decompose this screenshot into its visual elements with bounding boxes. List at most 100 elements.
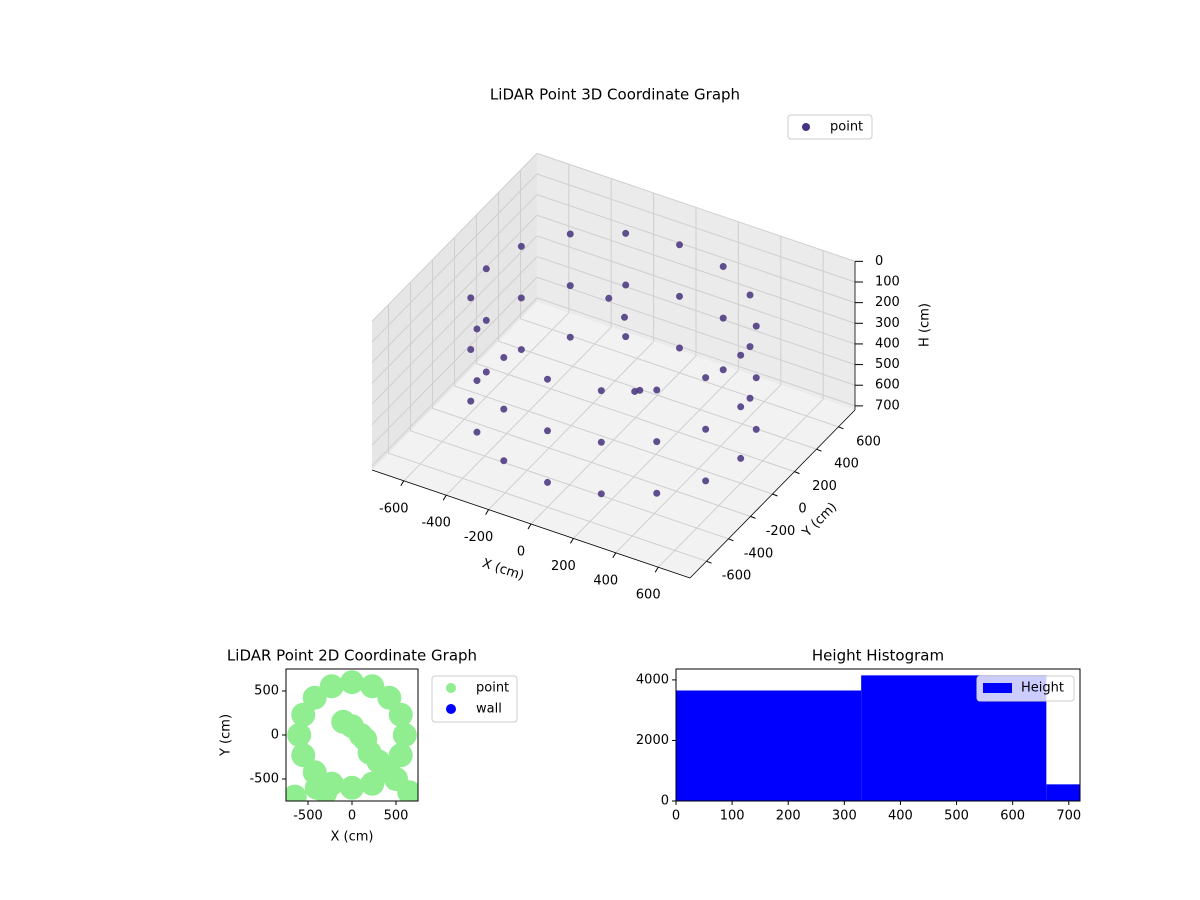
y-tick	[816, 448, 822, 452]
x-tick-label: 200	[551, 559, 576, 574]
z-tick-label: 100	[875, 274, 900, 289]
chart-title: LiDAR Point 2D Coordinate Graph	[227, 647, 477, 665]
point	[500, 405, 508, 413]
x-tick	[527, 523, 532, 530]
chart-title: LiDAR Point 3D Coordinate Graph	[490, 86, 740, 104]
grid-line	[371, 152, 538, 322]
x-axis-label: X (cm)	[480, 556, 526, 584]
grid-line	[536, 194, 856, 304]
point	[653, 489, 661, 497]
y-tick	[750, 515, 756, 519]
point	[702, 425, 710, 433]
point	[746, 394, 754, 402]
x-tick	[442, 494, 447, 501]
point	[544, 478, 551, 486]
point	[653, 438, 661, 446]
point	[291, 702, 316, 727]
y-tick-label: 200	[812, 479, 837, 494]
point	[653, 386, 661, 394]
grid-line	[388, 452, 707, 562]
point	[467, 397, 475, 405]
grid-line	[454, 385, 773, 495]
x-tick	[569, 538, 574, 544]
y-tick	[728, 538, 734, 542]
z-tick-label: 600	[875, 378, 900, 393]
point	[676, 344, 683, 352]
point	[621, 313, 628, 321]
legend-marker	[446, 683, 456, 693]
grid-line	[536, 297, 856, 407]
point	[566, 230, 574, 238]
grid-line	[498, 340, 817, 450]
y-tick	[706, 560, 712, 564]
x-tick	[654, 566, 659, 573]
point	[482, 316, 490, 324]
point	[340, 775, 364, 800]
point	[566, 333, 574, 341]
y-tick-label: 0	[798, 502, 806, 517]
z-tick-label: 500	[875, 357, 900, 372]
point	[631, 387, 639, 395]
point	[746, 343, 754, 351]
x-tick-label: 600	[636, 588, 661, 603]
y-tick-label: -500	[249, 772, 279, 787]
legend-box	[976, 675, 1075, 702]
point	[752, 374, 760, 382]
point	[517, 242, 525, 250]
x-tick-label: 0	[517, 545, 525, 560]
point	[737, 351, 745, 359]
point	[388, 702, 413, 727]
z-tick-label: 0	[875, 254, 883, 269]
point	[287, 723, 312, 747]
y-tick-label: 600	[856, 434, 881, 449]
grid-line	[371, 235, 538, 405]
axes-frame	[675, 668, 1081, 802]
legend-marker	[802, 123, 810, 131]
y-tick-label: 0	[271, 728, 279, 743]
legend-label: point	[476, 681, 509, 696]
x-tick-label: 0	[348, 809, 356, 824]
legend-marker	[446, 704, 456, 714]
point	[473, 325, 481, 333]
grid-line	[536, 256, 856, 366]
point	[313, 780, 338, 801]
point	[702, 374, 710, 382]
point	[467, 345, 475, 353]
y-tick-label: 400	[834, 457, 859, 472]
point	[482, 368, 490, 376]
y-axis	[689, 409, 856, 579]
grid-line	[476, 363, 795, 473]
x-tick	[400, 480, 405, 487]
point	[392, 723, 417, 747]
point	[605, 294, 613, 302]
z-tick-label: 300	[875, 316, 900, 331]
grid-line	[371, 214, 538, 384]
grid-line	[432, 407, 751, 517]
point	[676, 241, 683, 249]
point	[719, 262, 727, 270]
point	[357, 740, 382, 765]
legend-marker	[983, 683, 1012, 693]
point	[746, 291, 754, 299]
legend-label: point	[830, 120, 863, 135]
point	[544, 375, 551, 383]
point	[597, 490, 605, 498]
point	[388, 743, 413, 768]
point	[482, 265, 490, 273]
point	[467, 294, 475, 302]
z-tick-label: 400	[875, 336, 900, 351]
y-tick-label: -600	[722, 569, 752, 584]
y-tick-label: 0	[661, 794, 669, 809]
z-tick-label: 200	[875, 295, 900, 310]
x-axis	[371, 469, 691, 579]
x-tick-label: 600	[1000, 809, 1025, 824]
point	[676, 292, 683, 300]
point	[597, 438, 605, 446]
x-tick-label: -400	[421, 516, 451, 531]
y-tick-label: -400	[744, 546, 774, 561]
y-tick-label: 500	[254, 684, 279, 699]
point	[286, 784, 307, 801]
point	[340, 670, 364, 695]
point	[719, 366, 727, 374]
